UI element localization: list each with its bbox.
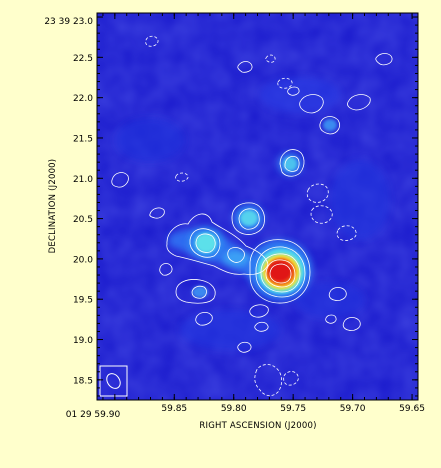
contour-se-2: [342, 317, 361, 331]
x-tick-label: 59.85: [161, 404, 187, 414]
x-prefix-label: 01 29 59.90: [66, 410, 121, 420]
contour-n-2: [287, 86, 300, 96]
contour-se-3: [325, 314, 337, 324]
map-background-structure: [115, 77, 390, 350]
y-tick-label: 21.5: [73, 134, 93, 144]
contour-sw-2: [191, 285, 207, 299]
contour-main-2: [255, 246, 306, 298]
source-faint-ne: [323, 119, 337, 131]
y-tick-labels: 22.5 22.0 21.5 21.0 20.5 20.0 19.5 19.0 18.5: [73, 54, 93, 387]
contour-s-2: [249, 304, 269, 318]
y-tick-label: 19.5: [73, 296, 93, 306]
y-tick-label: 19.0: [73, 336, 93, 346]
contour-bridge: [227, 247, 245, 263]
x-tick-label: 59.65: [399, 404, 425, 414]
y-tick-label: 22.5: [73, 54, 93, 64]
contour-main-5: [269, 263, 292, 284]
contour-ne-1: [319, 116, 340, 135]
contour-main-4: [265, 259, 296, 288]
contour-s-3: [254, 321, 269, 332]
contour-w-3: [159, 263, 173, 276]
y-axis-title: DECLINATION (J2000): [48, 159, 58, 254]
contour-west-2: [189, 228, 221, 258]
axis-ticks: [97, 13, 418, 400]
contour-ne-2: [347, 94, 371, 111]
beam-marker: [99, 365, 128, 397]
y-prefix-label: 23 39 23.0: [44, 17, 93, 27]
contour-ne-3: [299, 94, 324, 114]
contour-s-4: [237, 341, 252, 353]
contour-w-2: [149, 207, 165, 219]
source-west: [188, 227, 224, 259]
x-axis-title: RIGHT ASCENSION (J2000): [199, 421, 316, 431]
contours: [111, 53, 393, 353]
source-main: [248, 240, 312, 300]
source-faint-sw: [192, 286, 208, 298]
contour-s-1: [195, 312, 213, 326]
contour-ne-4: [375, 53, 393, 66]
y-tick-label: 21.0: [73, 175, 93, 185]
contour-north-2: [238, 208, 260, 230]
contour-se-1: [328, 287, 347, 301]
contour-north-outer: [231, 202, 265, 235]
y-tick-label: 18.5: [73, 376, 93, 386]
y-tick-label: 22.0: [73, 94, 93, 104]
map-image: [97, 13, 418, 400]
contour-sw-1: [175, 279, 216, 304]
contour-main-outer: [249, 239, 311, 304]
y-tick-label: 20.0: [73, 255, 93, 265]
x-tick-label: 59.70: [340, 404, 366, 414]
negative-contours: [145, 35, 357, 396]
x-tick-label: 59.75: [280, 404, 306, 414]
x-tick-label: 59.80: [221, 404, 247, 414]
contour-west-outer: [166, 213, 269, 275]
contour-w-1: [111, 172, 129, 188]
contour-main-3: [260, 253, 301, 293]
x-tick-labels: 59.85 59.80 59.75 59.70 59.65: [161, 404, 425, 414]
contour-west-3: [195, 233, 216, 253]
y-tick-label: 20.5: [73, 215, 93, 225]
contour-upper-2: [284, 156, 300, 172]
contour-upper-outer: [279, 149, 305, 177]
contour-n-1: [237, 61, 253, 73]
